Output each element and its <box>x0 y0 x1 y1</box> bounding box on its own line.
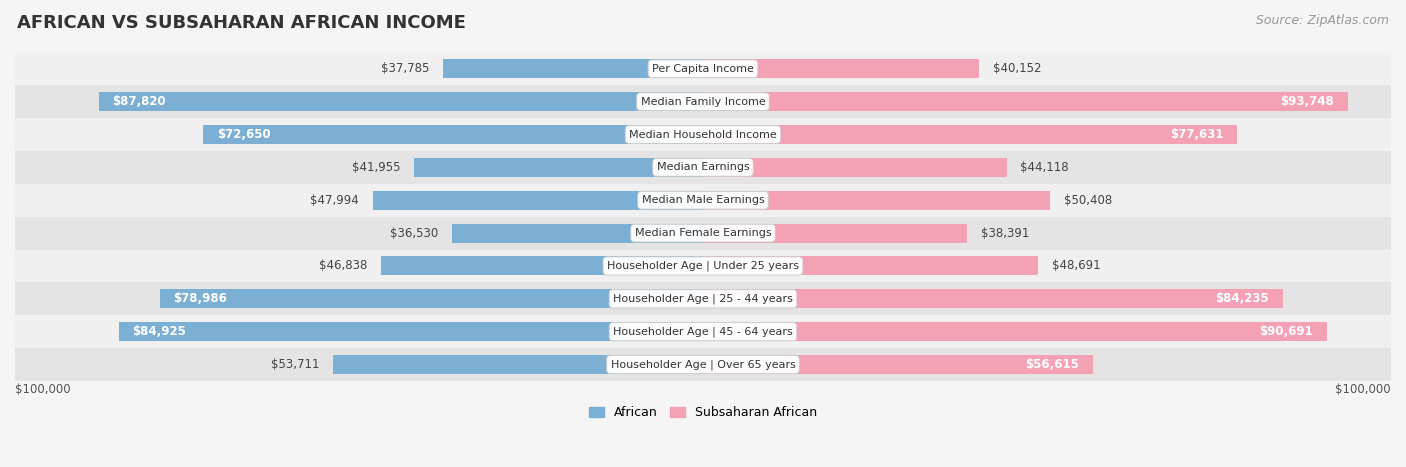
Bar <box>703 224 967 243</box>
Text: $72,650: $72,650 <box>217 128 270 141</box>
Bar <box>15 151 1391 184</box>
Bar <box>15 217 1391 249</box>
Text: Householder Age | 25 - 44 years: Householder Age | 25 - 44 years <box>613 294 793 304</box>
Text: $41,955: $41,955 <box>352 161 401 174</box>
Text: $84,235: $84,235 <box>1215 292 1268 305</box>
Bar <box>451 224 703 243</box>
Text: $56,615: $56,615 <box>1025 358 1078 371</box>
Text: $37,785: $37,785 <box>381 62 429 75</box>
Text: $100,000: $100,000 <box>15 382 70 396</box>
Bar <box>703 59 979 78</box>
Bar <box>443 59 703 78</box>
Bar <box>15 118 1391 151</box>
Text: Median Earnings: Median Earnings <box>657 163 749 172</box>
Bar <box>118 322 703 341</box>
Text: Householder Age | 45 - 64 years: Householder Age | 45 - 64 years <box>613 326 793 337</box>
Text: $36,530: $36,530 <box>389 226 437 240</box>
Text: $48,691: $48,691 <box>1052 260 1101 272</box>
Text: AFRICAN VS SUBSAHARAN AFRICAN INCOME: AFRICAN VS SUBSAHARAN AFRICAN INCOME <box>17 14 465 32</box>
Bar <box>159 289 703 308</box>
Text: Householder Age | Under 25 years: Householder Age | Under 25 years <box>607 261 799 271</box>
Bar <box>15 184 1391 217</box>
Text: $87,820: $87,820 <box>112 95 166 108</box>
Text: $40,152: $40,152 <box>993 62 1042 75</box>
Text: $46,838: $46,838 <box>319 260 367 272</box>
Bar <box>703 191 1050 210</box>
Text: $93,748: $93,748 <box>1281 95 1334 108</box>
Bar <box>15 348 1391 381</box>
Bar <box>703 355 1092 374</box>
Text: $44,118: $44,118 <box>1021 161 1069 174</box>
Bar <box>333 355 703 374</box>
Text: Householder Age | Over 65 years: Householder Age | Over 65 years <box>610 359 796 370</box>
Bar <box>703 92 1348 111</box>
Bar <box>381 256 703 276</box>
Text: $78,986: $78,986 <box>173 292 228 305</box>
Bar <box>373 191 703 210</box>
Bar <box>703 158 1007 177</box>
Text: $38,391: $38,391 <box>981 226 1029 240</box>
Text: $50,408: $50,408 <box>1063 194 1112 207</box>
Bar <box>15 249 1391 283</box>
Text: $77,631: $77,631 <box>1170 128 1223 141</box>
Bar <box>15 315 1391 348</box>
Bar <box>703 125 1237 144</box>
Bar <box>15 52 1391 85</box>
Bar <box>15 283 1391 315</box>
Text: Median Family Income: Median Family Income <box>641 97 765 106</box>
Text: Median Household Income: Median Household Income <box>628 129 778 140</box>
Text: $100,000: $100,000 <box>1336 382 1391 396</box>
Bar <box>15 85 1391 118</box>
Bar <box>415 158 703 177</box>
Bar <box>703 322 1327 341</box>
Bar <box>703 256 1038 276</box>
Bar <box>204 125 703 144</box>
Legend: African, Subsaharan African: African, Subsaharan African <box>583 401 823 424</box>
Text: Median Male Earnings: Median Male Earnings <box>641 195 765 205</box>
Text: $84,925: $84,925 <box>132 325 187 338</box>
Bar <box>703 289 1282 308</box>
Text: Per Capita Income: Per Capita Income <box>652 64 754 74</box>
Text: $90,691: $90,691 <box>1260 325 1313 338</box>
Text: $47,994: $47,994 <box>311 194 359 207</box>
Bar <box>98 92 703 111</box>
Text: Source: ZipAtlas.com: Source: ZipAtlas.com <box>1256 14 1389 27</box>
Text: $53,711: $53,711 <box>271 358 319 371</box>
Text: Median Female Earnings: Median Female Earnings <box>634 228 772 238</box>
